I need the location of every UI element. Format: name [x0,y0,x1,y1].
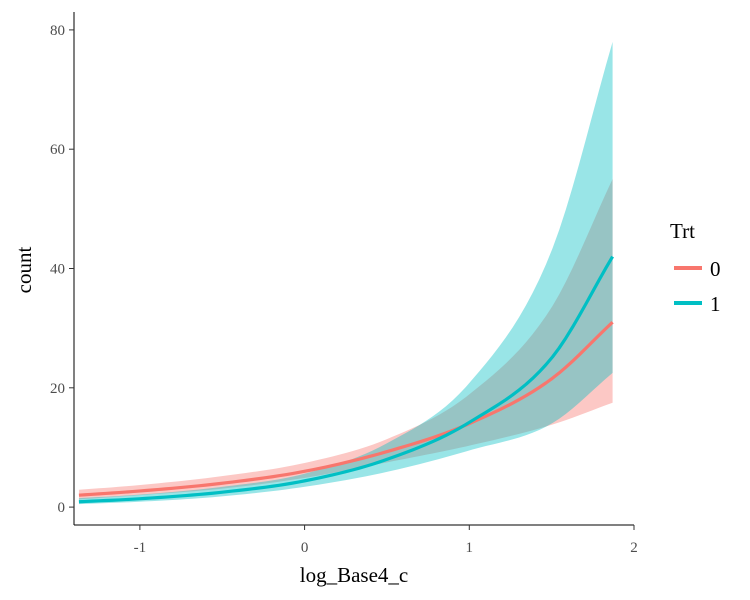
series-line-trt-1 [78,255,614,504]
x-axis-title: log_Base4_c [300,563,408,587]
confidence-bands [78,41,613,505]
y-tick-label: 20 [50,381,65,397]
y-tick-label: 0 [58,500,66,516]
x-ticks: -1 0 1 2 [134,525,638,556]
legend-title: Trt [670,219,695,243]
y-axis-title: count [12,247,36,294]
y-tick-label: 80 [50,23,65,39]
series-line-trt-0 [78,321,614,497]
y-tick-label: 40 [50,262,65,278]
legend-label-trt-1: 1 [710,292,721,316]
x-tick-label: 2 [630,540,638,556]
x-tick-label: 0 [301,540,309,556]
x-tick-label: 1 [466,540,474,556]
confidence-band-trt-1 [78,41,613,505]
legend-items: 01 [674,257,721,316]
x-tick-label: -1 [134,540,147,556]
y-tick-label: 60 [50,142,65,158]
legend-label-trt-0: 0 [710,257,721,281]
legend: Trt 01 [670,219,721,316]
y-ticks: 0 20 40 60 80 [50,23,74,516]
series-lines [78,255,614,504]
